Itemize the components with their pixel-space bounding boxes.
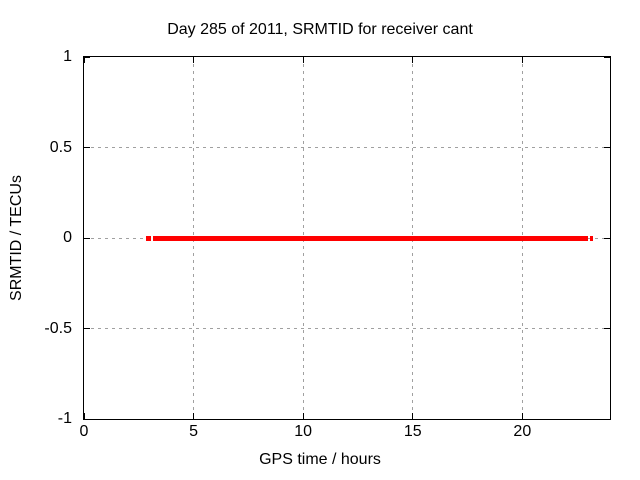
y-axis-tick-mirror [604,56,610,58]
x-axis-tick-mirror [412,57,414,63]
x-axis-tick-mirror [302,57,304,63]
y-axis-tick-mirror [604,147,610,148]
x-axis-tick [521,413,523,419]
x-axis-tick [302,413,304,419]
y-axis-tick [84,418,90,420]
x-axis-label: GPS time / hours [259,451,381,468]
y-axis-tick [84,147,90,148]
x-tick-label: 10 [294,423,313,440]
x-axis-tick [193,413,195,419]
x-tick-label: 20 [513,423,532,440]
y-axis-tick-mirror [604,418,610,420]
y-axis-tick [84,328,90,329]
plot-area [83,56,611,420]
y-axis-tick-mirror [604,237,610,239]
x-axis-tick-mirror [83,57,85,63]
y-axis-tick-mirror [604,328,610,329]
x-axis-tick [83,413,85,419]
x-axis-tick-mirror [521,57,523,63]
y-tick-label: 0 [63,229,72,246]
y-tick-label: -0.5 [44,319,72,337]
x-tick-label: 15 [403,423,422,440]
data-line-segment [146,235,151,241]
x-axis-tick [412,413,414,419]
gridline-horizontal [84,328,610,329]
x-tick-label: 5 [189,423,199,440]
y-tick-label: -1 [57,410,72,427]
data-line-segment [590,235,594,241]
y-axis-tick [84,56,90,58]
gridline-horizontal [84,147,610,148]
chart-title: Day 285 of 2011, SRMTID for receiver can… [167,21,473,38]
x-tick-label: 0 [79,423,89,440]
y-axis-tick [84,237,90,239]
data-line-segment [153,235,589,241]
y-tick-label: 0.5 [49,138,72,156]
y-tick-label: 1 [63,48,72,65]
x-axis-tick-mirror [193,57,195,63]
